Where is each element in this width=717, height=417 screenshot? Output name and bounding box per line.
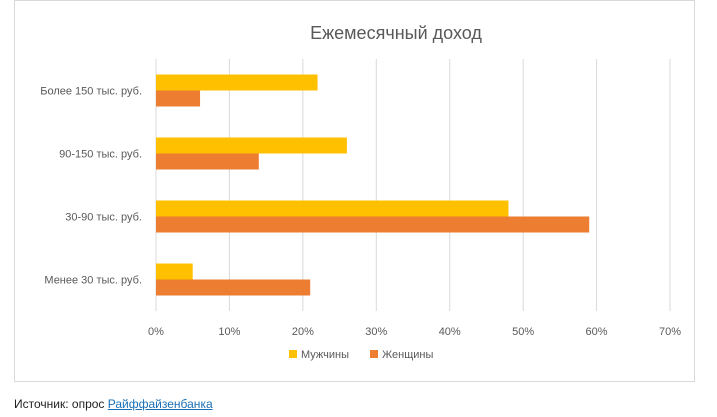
x-tick-label: 20% [292, 326, 314, 338]
bar-women-1 [156, 153, 259, 170]
bar-women-0 [156, 90, 201, 107]
source-label: Источник: опрос [14, 397, 105, 411]
bar-men-3 [156, 263, 193, 280]
x-tick-label: 30% [365, 326, 387, 338]
legend-swatch-women [370, 350, 378, 358]
x-tick-label: 60% [586, 326, 608, 338]
chart-title: Ежемесячный доход [310, 23, 482, 43]
bar-chart: Ежемесячный доход Более 150 тыс. руб. 90-1… [40, 23, 681, 361]
source-link[interactable]: Райффайзенбанка [107, 397, 213, 411]
legend-swatch-men [289, 350, 297, 358]
category-label: Менее 30 тыс. руб. [44, 275, 142, 287]
x-tick-label: 40% [439, 326, 461, 338]
x-tick-label: 0% [148, 326, 164, 338]
category-label: Более 150 тыс. руб. [40, 86, 142, 98]
category-label: 30-90 тыс. руб. [65, 212, 142, 224]
bar-women-2 [156, 216, 590, 233]
legend-label-men: Мужчины [301, 349, 349, 361]
x-tick-label: 10% [218, 326, 240, 338]
bar-men-2 [156, 200, 509, 217]
chart-container: Ежемесячный доход Более 150 тыс. руб. 90-1… [14, 0, 695, 382]
bar-men-1 [156, 137, 347, 154]
x-tick-label: 70% [659, 326, 681, 338]
legend-label-women: Женщины [382, 349, 433, 361]
source-caption: Источник: опрос Райффайзенбанка [14, 397, 213, 411]
x-tick-label: 50% [512, 326, 534, 338]
bar-women-3 [156, 279, 311, 296]
category-label: 90-150 тыс. руб. [59, 149, 142, 161]
bar-men-0 [156, 74, 318, 91]
